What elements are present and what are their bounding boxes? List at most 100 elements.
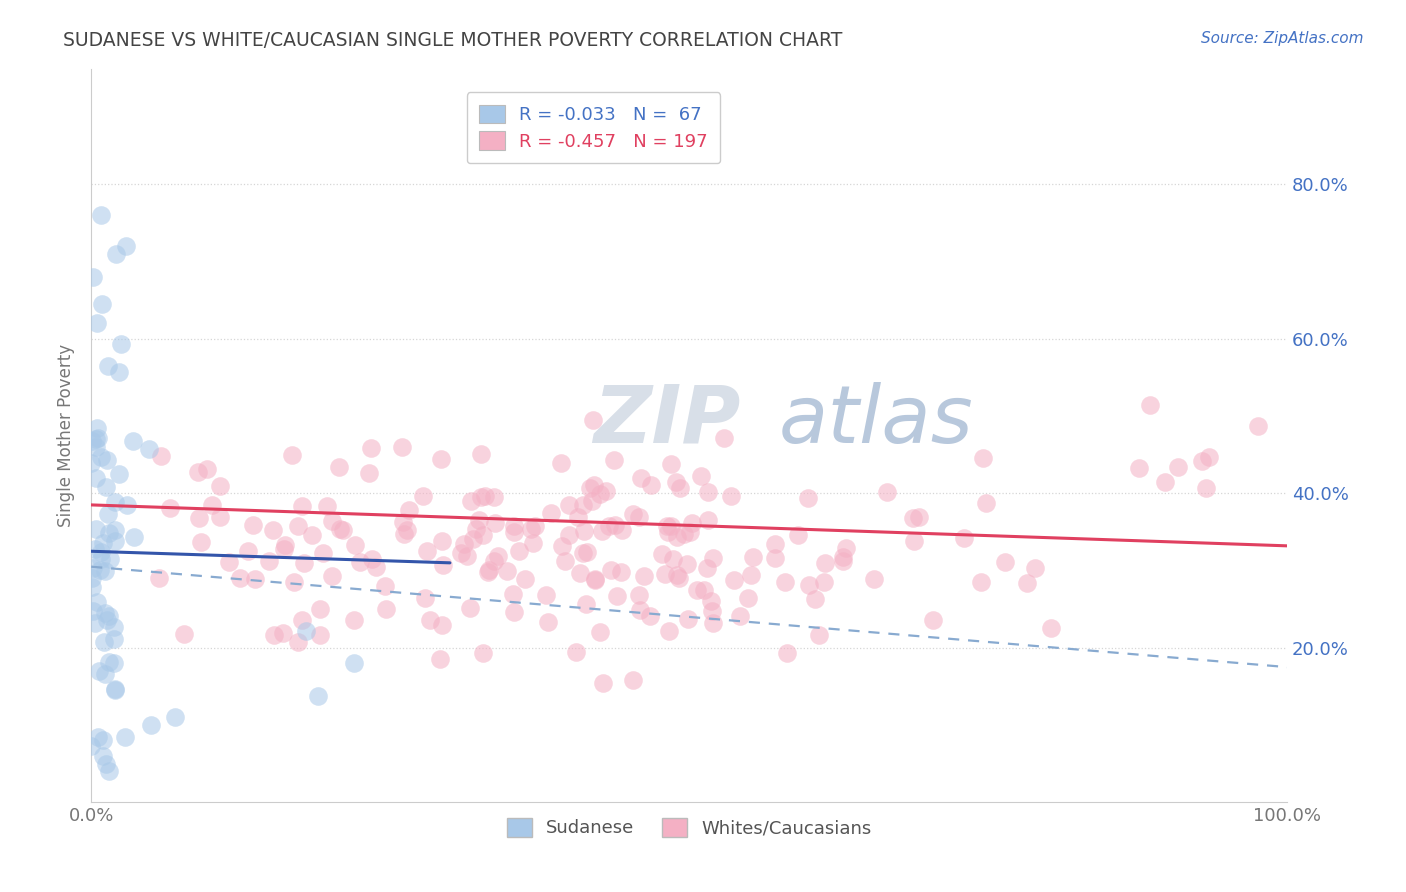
Point	[640, 609, 662, 624]
Point	[458, 600, 481, 615]
Point	[163, 710, 186, 724]
Point	[676, 612, 699, 626]
Point	[108, 467, 131, 481]
Point	[697, 512, 720, 526]
Point	[835, 541, 858, 556]
Point	[554, 554, 576, 568]
Point	[93, 666, 115, 681]
Point	[640, 478, 662, 492]
Point	[1024, 560, 1046, 574]
Point	[832, 553, 855, 567]
Point	[94, 607, 117, 621]
Point	[218, 555, 240, 569]
Point	[582, 413, 605, 427]
Point	[700, 594, 723, 608]
Point	[84, 470, 107, 484]
Point	[558, 498, 581, 512]
Point	[91, 748, 114, 763]
Point	[398, 503, 420, 517]
Point	[391, 515, 413, 529]
Point	[430, 533, 453, 548]
Point	[195, 462, 218, 476]
Point	[105, 247, 128, 261]
Point	[104, 682, 127, 697]
Point	[429, 651, 451, 665]
Point	[115, 239, 138, 253]
Point	[242, 518, 264, 533]
Point	[482, 490, 505, 504]
Point	[96, 453, 118, 467]
Point	[187, 465, 209, 479]
Point	[565, 645, 588, 659]
Point	[669, 481, 692, 495]
Point	[97, 507, 120, 521]
Point	[797, 578, 820, 592]
Point	[477, 566, 499, 580]
Point	[86, 421, 108, 435]
Point	[89, 563, 111, 577]
Point	[139, 718, 162, 732]
Point	[478, 563, 501, 577]
Point	[681, 516, 703, 530]
Point	[96, 756, 118, 771]
Point	[700, 604, 723, 618]
Point	[763, 550, 786, 565]
Text: atlas: atlas	[779, 382, 973, 459]
Point	[702, 551, 724, 566]
Point	[392, 527, 415, 541]
Point	[245, 572, 267, 586]
Point	[91, 733, 114, 747]
Point	[316, 500, 339, 514]
Point	[486, 549, 509, 563]
Point	[574, 597, 596, 611]
Point	[274, 538, 297, 552]
Point	[374, 579, 396, 593]
Point	[673, 526, 696, 541]
Point	[97, 359, 120, 373]
Point	[567, 510, 589, 524]
Point	[502, 587, 524, 601]
Point	[419, 613, 441, 627]
Point	[273, 541, 295, 556]
Point	[91, 535, 114, 549]
Point	[190, 535, 212, 549]
Point	[301, 528, 323, 542]
Point	[87, 664, 110, 678]
Point	[80, 434, 103, 448]
Point	[598, 519, 620, 533]
Point	[651, 548, 673, 562]
Point	[720, 489, 742, 503]
Point	[569, 566, 592, 581]
Point	[236, 544, 259, 558]
Point	[97, 609, 120, 624]
Point	[104, 683, 127, 698]
Point	[520, 522, 543, 536]
Point	[474, 489, 496, 503]
Point	[666, 530, 689, 544]
Point	[572, 524, 595, 538]
Point	[343, 613, 366, 627]
Point	[776, 646, 799, 660]
Point	[104, 523, 127, 537]
Point	[321, 515, 343, 529]
Point	[534, 588, 557, 602]
Point	[484, 516, 506, 530]
Point	[87, 730, 110, 744]
Point	[786, 528, 808, 542]
Point	[737, 591, 759, 606]
Point	[321, 569, 343, 583]
Point	[665, 568, 688, 582]
Point	[110, 336, 132, 351]
Point	[329, 522, 352, 536]
Point	[84, 522, 107, 536]
Point	[159, 501, 181, 516]
Point	[80, 739, 103, 753]
Point	[763, 537, 786, 551]
Point	[281, 448, 304, 462]
Point	[412, 489, 434, 503]
Legend: Sudanese, Whites/Caucasians: Sudanese, Whites/Caucasians	[499, 811, 879, 845]
Point	[82, 570, 104, 584]
Point	[80, 580, 103, 594]
Point	[1128, 461, 1150, 475]
Point	[1153, 475, 1175, 489]
